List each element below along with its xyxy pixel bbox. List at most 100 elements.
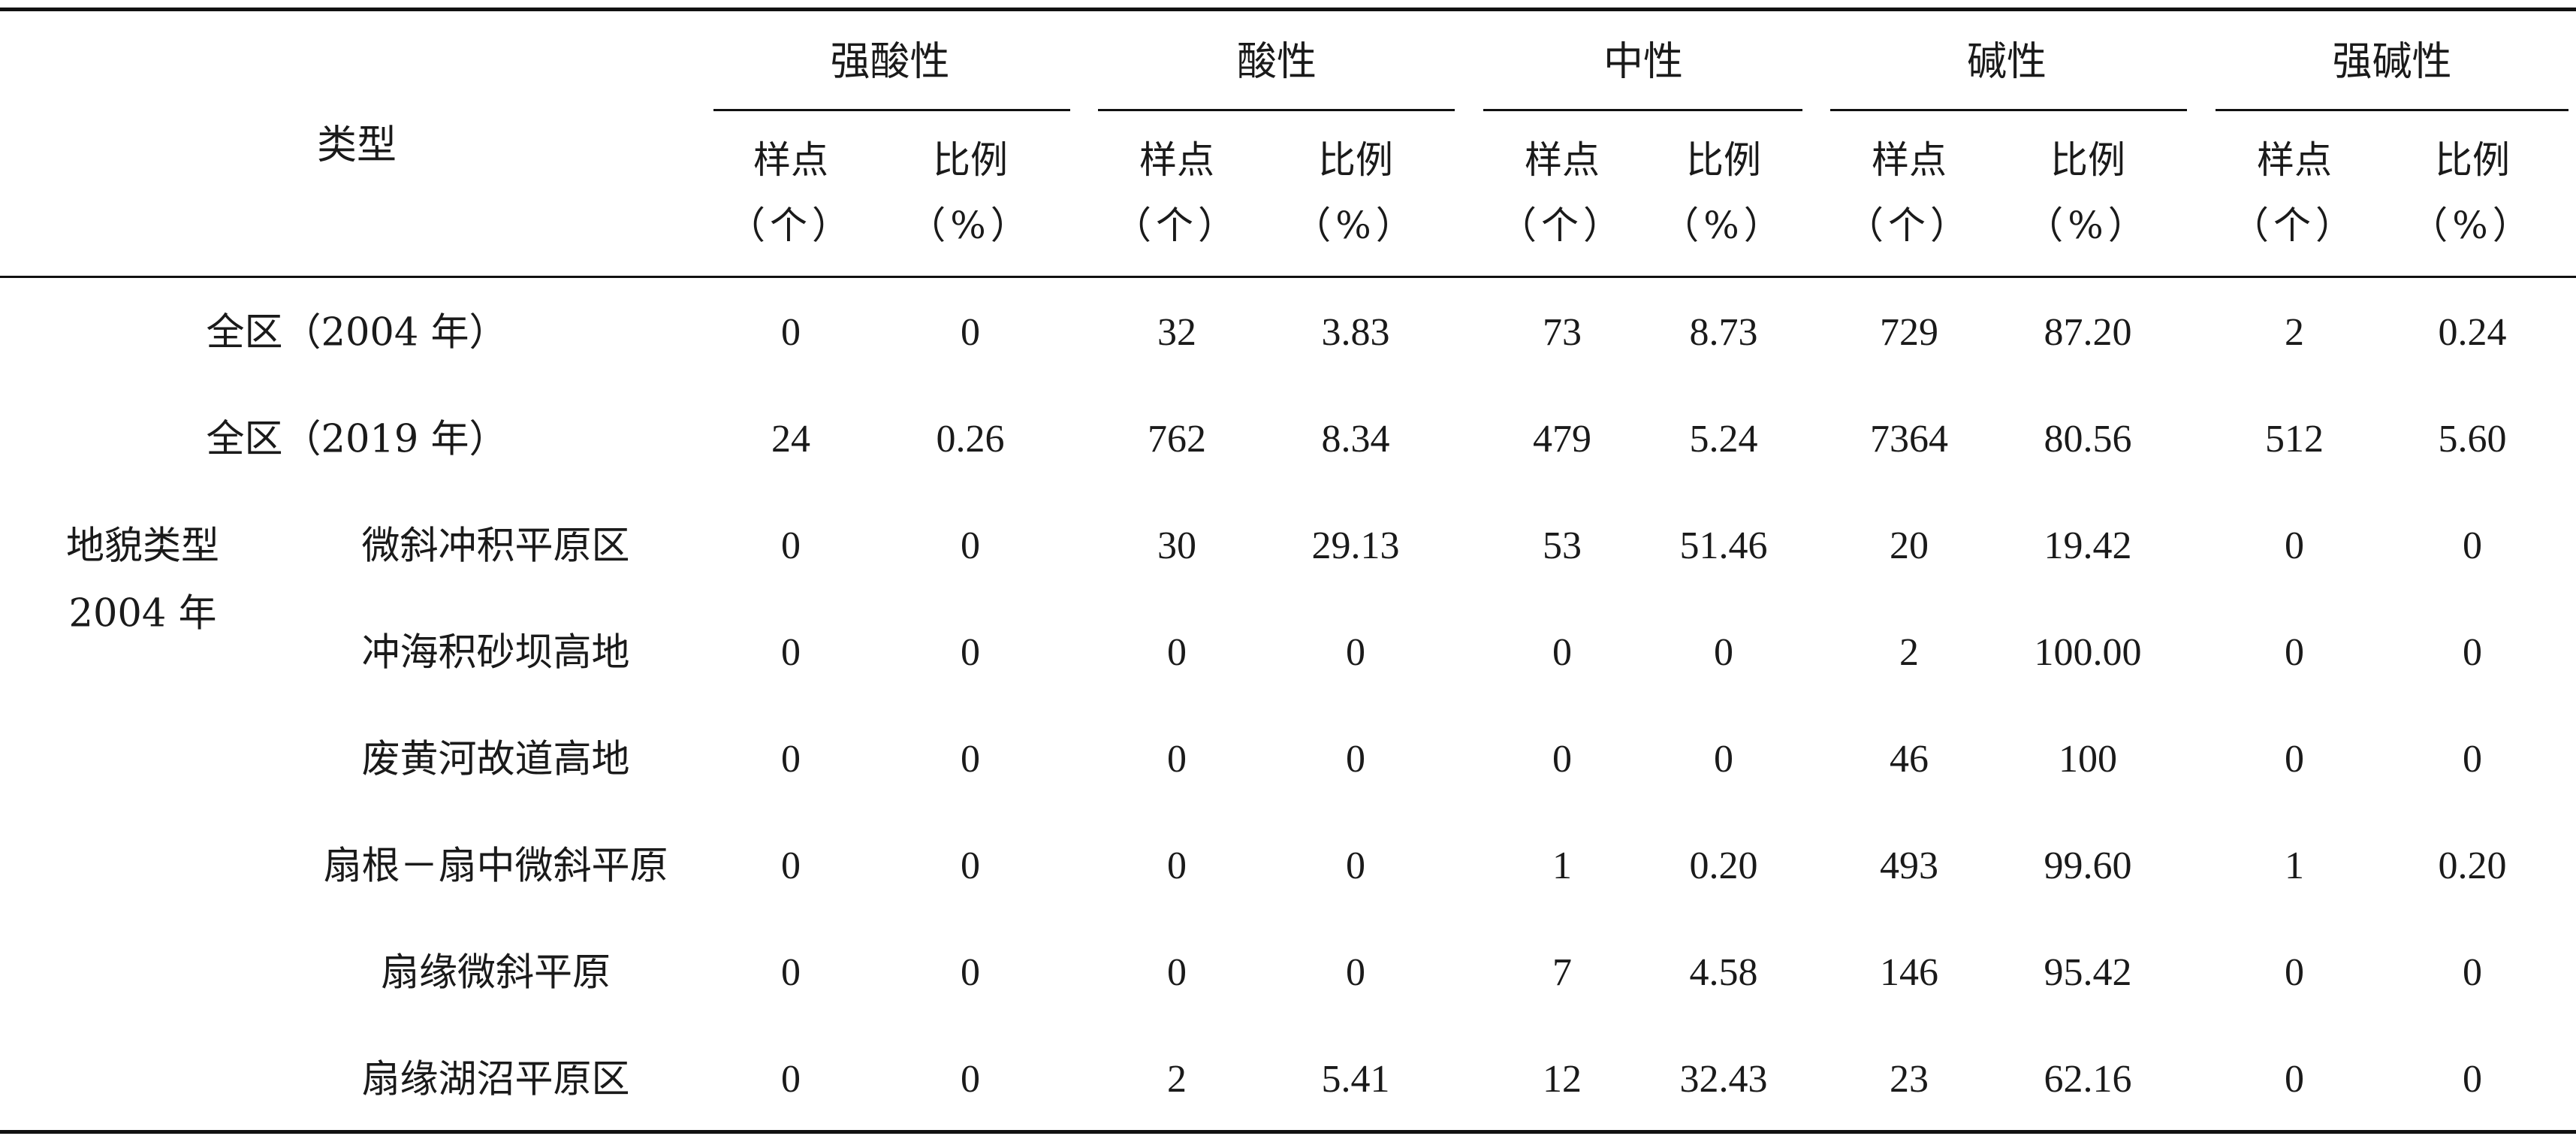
- cell-ratio: 5.24: [1689, 418, 1758, 461]
- cell-ratio: 0: [961, 844, 980, 887]
- row-label: 废黄河故道高地: [361, 737, 630, 782]
- cell-count: 0: [1552, 631, 1572, 674]
- cell-count: 20: [1890, 524, 1929, 567]
- cell-count: 2: [2285, 311, 2304, 354]
- cell-count: 0: [2285, 738, 2304, 781]
- row-label: 全区（2004 年）: [206, 310, 508, 355]
- type-header: 类型: [317, 122, 397, 168]
- cell-count: 46: [1890, 738, 1929, 781]
- cell-count: 0: [1552, 738, 1572, 781]
- cell-ratio: 0: [961, 311, 980, 354]
- sub-header-ratio-label: 比例: [1686, 138, 1761, 182]
- cell-count: 2: [1899, 631, 1919, 674]
- cell-ratio: 100.00: [2034, 631, 2142, 674]
- sub-header-ratio-unit: （%）: [2026, 204, 2150, 247]
- cell-ratio: 19.42: [2044, 524, 2132, 567]
- sub-header-count-unit: （个）: [728, 204, 854, 247]
- sub-header-ratio-label: 比例: [2435, 138, 2510, 182]
- cell-ratio: 99.60: [2044, 844, 2132, 887]
- group-underline: [1098, 109, 1455, 111]
- cell-ratio: 0: [1346, 951, 1365, 994]
- group-underline: [1483, 109, 1802, 111]
- cell-ratio: 80.56: [2044, 418, 2132, 461]
- cell-count: 762: [1148, 418, 1206, 461]
- cell-count: 479: [1533, 418, 1591, 461]
- row-label: 扇根－扇中微斜平原: [323, 844, 668, 889]
- cell-count: 0: [781, 631, 801, 674]
- cell-ratio: 0.24: [2438, 311, 2507, 354]
- sub-header-ratio-unit: （%）: [2410, 204, 2535, 247]
- group-header-neutral: 中性: [1603, 38, 1683, 85]
- cell-ratio: 0: [961, 524, 980, 567]
- cell-count: 23: [1890, 1058, 1929, 1101]
- cell-count: 146: [1880, 951, 1938, 994]
- group-header-strong-alkaline: 强碱性: [2332, 38, 2452, 85]
- group-underline: [2216, 109, 2568, 111]
- cell-ratio: 5.41: [1321, 1058, 1390, 1101]
- cell-ratio: 4.58: [1689, 951, 1758, 994]
- row-label: 微斜冲积平原区: [361, 524, 630, 569]
- sub-header-ratio-label: 比例: [1318, 138, 1393, 182]
- cell-count: 24: [771, 418, 810, 461]
- cell-count: 12: [1543, 1058, 1582, 1101]
- cell-ratio: 0: [2463, 738, 2482, 781]
- cell-ratio: 0: [2463, 631, 2482, 674]
- sub-header-count-label: 样点: [1139, 138, 1214, 182]
- cell-ratio: 87.20: [2044, 311, 2132, 354]
- cell-count: 0: [1167, 844, 1187, 887]
- cell-count: 32: [1157, 311, 1196, 354]
- landform-group-label: 地貌类型: [65, 524, 220, 569]
- cell-count: 73: [1543, 311, 1582, 354]
- cell-ratio: 100: [2059, 738, 2117, 781]
- cell-count: 7364: [1870, 418, 1948, 461]
- cell-count: 1: [1552, 844, 1572, 887]
- sub-header-count-label: 样点: [1872, 138, 1947, 182]
- cell-ratio: 0: [1346, 631, 1365, 674]
- cell-count: 0: [1167, 738, 1187, 781]
- cell-ratio: 29.13: [1311, 524, 1400, 567]
- cell-count: 0: [781, 951, 801, 994]
- cell-ratio: 51.46: [1679, 524, 1768, 567]
- cell-ratio: 95.42: [2044, 951, 2132, 994]
- row-label: 全区（2019 年）: [206, 417, 508, 462]
- cell-count: 7: [1552, 951, 1572, 994]
- cell-count: 0: [781, 738, 801, 781]
- cell-ratio: 0: [961, 1058, 980, 1101]
- group-underline: [1830, 109, 2187, 111]
- cell-ratio: 0: [961, 738, 980, 781]
- row-label: 冲海积砂坝高地: [361, 630, 630, 675]
- cell-count: 0: [1167, 951, 1187, 994]
- group-header-alkaline: 碱性: [1967, 38, 2047, 85]
- cell-count: 0: [1167, 631, 1187, 674]
- cell-ratio: 62.16: [2044, 1058, 2132, 1101]
- sub-header-count-unit: （个）: [1499, 204, 1625, 247]
- cell-count: 0: [781, 1058, 801, 1101]
- group-underline: [713, 109, 1070, 111]
- cell-ratio: 5.60: [2438, 418, 2507, 461]
- cell-ratio: 0: [2463, 1058, 2482, 1101]
- cell-ratio: 0: [1714, 738, 1733, 781]
- cell-ratio: 0: [2463, 951, 2482, 994]
- cell-count: 1: [2285, 844, 2304, 887]
- cell-count: 0: [2285, 951, 2304, 994]
- sub-header-count-label: 样点: [2257, 138, 2332, 182]
- sub-header-ratio-unit: （%）: [908, 204, 1033, 247]
- cell-ratio: 0.20: [1689, 844, 1758, 887]
- row-label: 扇缘微斜平原: [380, 950, 611, 995]
- cell-ratio: 8.34: [1321, 418, 1390, 461]
- sub-header-count-unit: （个）: [1114, 204, 1240, 247]
- sub-header-count-unit: （个）: [2231, 204, 2357, 247]
- cell-count: 53: [1543, 524, 1582, 567]
- sub-header-ratio-label: 比例: [933, 138, 1008, 182]
- cell-ratio: 0: [1346, 844, 1365, 887]
- cell-ratio: 0: [961, 951, 980, 994]
- cell-count: 0: [2285, 1058, 2304, 1101]
- cell-ratio: 0: [961, 631, 980, 674]
- cell-ratio: 0: [1714, 631, 1733, 674]
- cell-ratio: 0.20: [2438, 844, 2507, 887]
- sub-header-ratio-unit: （%）: [1661, 204, 1786, 247]
- header-bottom-rule: [0, 276, 2576, 278]
- cell-ratio: 3.83: [1321, 311, 1390, 354]
- cell-count: 493: [1880, 844, 1938, 887]
- cell-count: 30: [1157, 524, 1196, 567]
